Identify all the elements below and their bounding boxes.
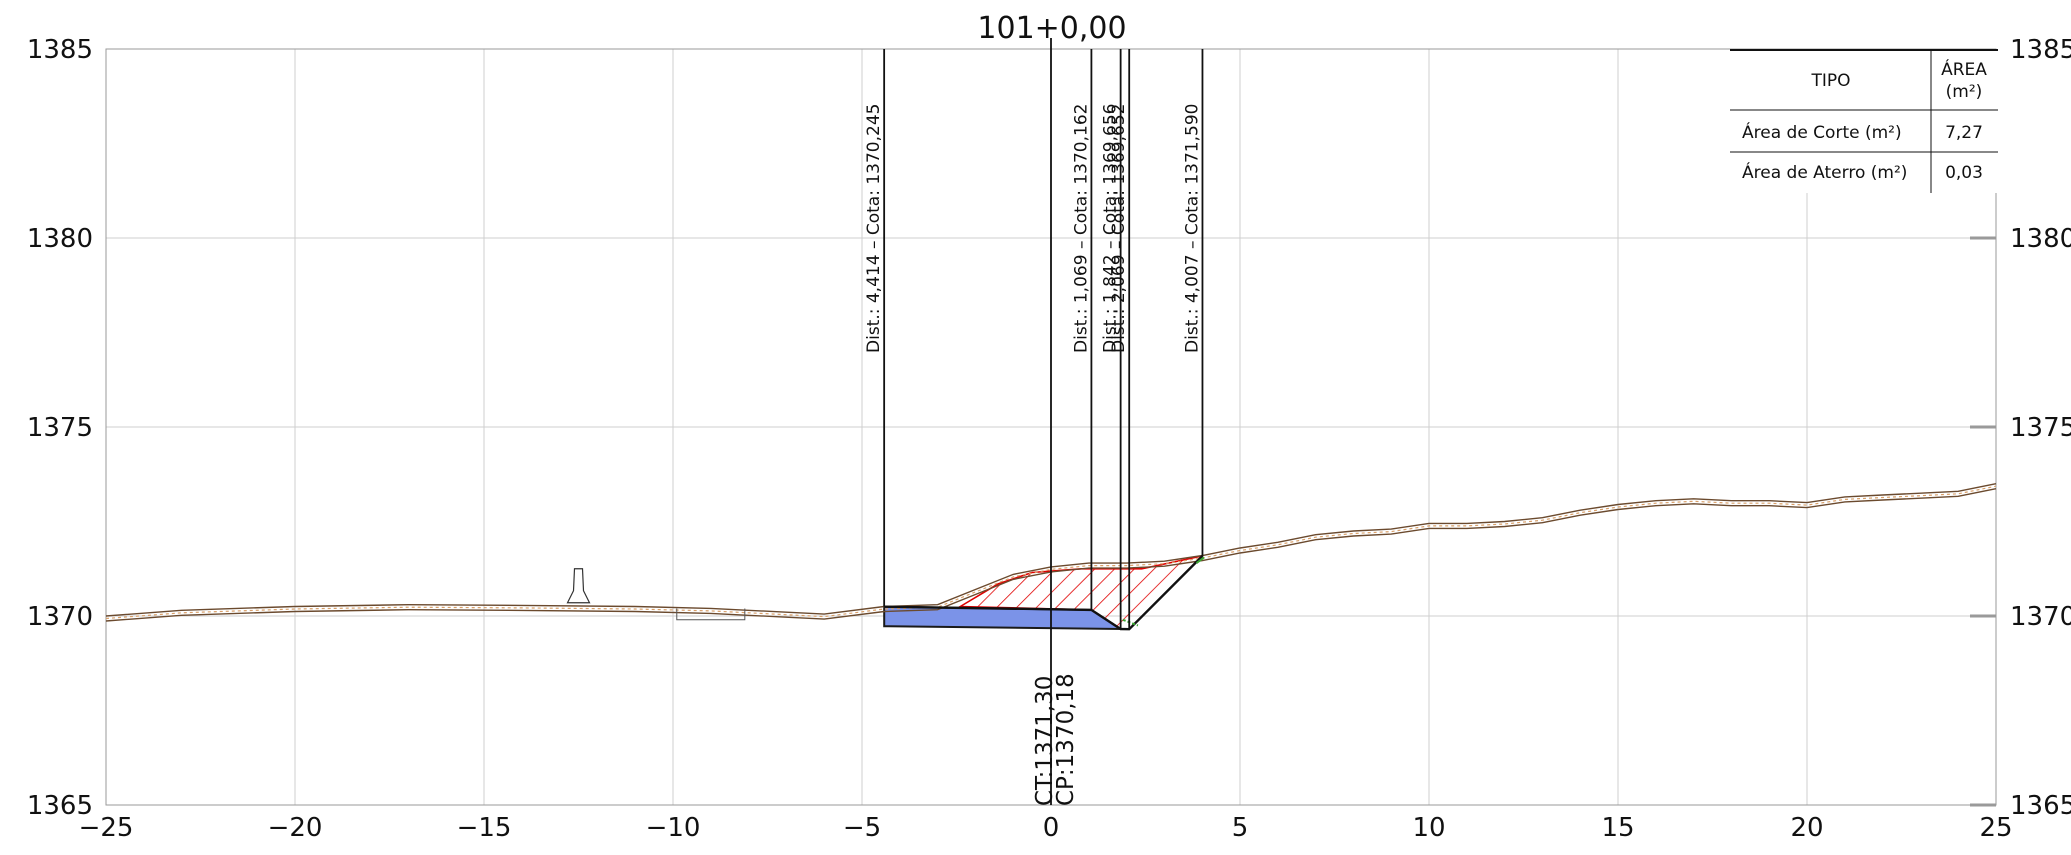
- terrain-line-lower: [105, 488, 1997, 622]
- x-tick-label: −5: [843, 813, 881, 843]
- offset-label: Dist.: 4,007 – Cota: 1371,590: [1182, 104, 1202, 353]
- table-row-corte-label: Área de Corte (m²): [1742, 121, 1902, 143]
- offset-label: Dist.: 1,842 – Cota: 1369,656: [1101, 104, 1121, 353]
- fill-marker: [1195, 556, 1205, 564]
- table-header-area: ÁREA: [1941, 58, 1987, 80]
- barrier-symbol: [566, 568, 591, 604]
- table-row-aterro-value: 0,03: [1945, 163, 1983, 183]
- table-row-aterro-label: Área de Aterro (m²): [1742, 161, 1907, 183]
- y-tick-label-right: 1365: [2010, 791, 2071, 821]
- y-tick-label-right: 1385: [2010, 35, 2071, 65]
- table-row-corte-value: 7,27: [1945, 123, 1983, 143]
- ct-label: CT:1371,30: [1032, 676, 1058, 806]
- x-tick-label: 25: [1979, 813, 2012, 843]
- y-tick-label-left: 1375: [27, 413, 93, 443]
- y-tick-label-left: 1385: [27, 35, 93, 65]
- x-tick-label: −25: [79, 813, 134, 843]
- cp-label: CP:1370,18: [1053, 673, 1079, 806]
- y-tick-label-right: 1375: [2010, 413, 2071, 443]
- station-title: 101+0,00: [977, 11, 1126, 46]
- y-tick-label-right: 1370: [2010, 602, 2071, 632]
- y-axis-tick-labels-right: 1365 1370 1375 1380 1385: [1970, 35, 2071, 821]
- y-tick-label-left: 1365: [27, 791, 93, 821]
- terrain-line-dashed: [105, 485, 1997, 620]
- centerline-labels: CT:1371,30 CP:1370,18: [1032, 673, 1079, 806]
- offset-label: Dist.: 4,414 – Cota: 1370,245: [864, 104, 884, 353]
- x-tick-label: 15: [1601, 813, 1634, 843]
- drainage-outline: [676, 608, 746, 621]
- table-header-area-unit: (m²): [1946, 82, 1983, 102]
- x-axis-tick-labels: −25 −20 −15 −10 −5 0 5 10 15 20 25: [79, 813, 2013, 843]
- terrain-line-upper: [105, 483, 1997, 617]
- area-table: TIPO ÁREA (m²) Área de Corte (m²) 7,27 Á…: [1730, 49, 1998, 193]
- fill-marker: [1122, 618, 1139, 627]
- y-axis-tick-labels-left: 1365 1370 1375 1380 1385: [27, 35, 93, 821]
- y-tick-label-left: 1380: [27, 224, 93, 254]
- y-tick-label-left: 1370: [27, 602, 93, 632]
- table-header-tipo: TIPO: [1810, 71, 1850, 91]
- x-tick-label: 5: [1232, 813, 1249, 843]
- offset-label: Dist.: 1,069 – Cota: 1370,162: [1071, 104, 1091, 353]
- x-tick-label: 0: [1043, 813, 1060, 843]
- terrain-profile: [105, 483, 1997, 622]
- x-tick-label: −15: [457, 813, 512, 843]
- x-tick-label: 10: [1412, 813, 1445, 843]
- roadside-device-symbol: [566, 568, 746, 621]
- x-tick-label: −20: [268, 813, 323, 843]
- x-tick-label: 20: [1790, 813, 1823, 843]
- offset-annotation-lines: Dist.: 4,414 – Cota: 1370,245 Dist.: 1,06…: [864, 38, 1204, 805]
- offset-label: Dist.: 2,069 – Cota: 1369,652: [1109, 104, 1129, 353]
- x-tick-label: −10: [646, 813, 701, 843]
- y-tick-label-right: 1380: [2010, 224, 2071, 254]
